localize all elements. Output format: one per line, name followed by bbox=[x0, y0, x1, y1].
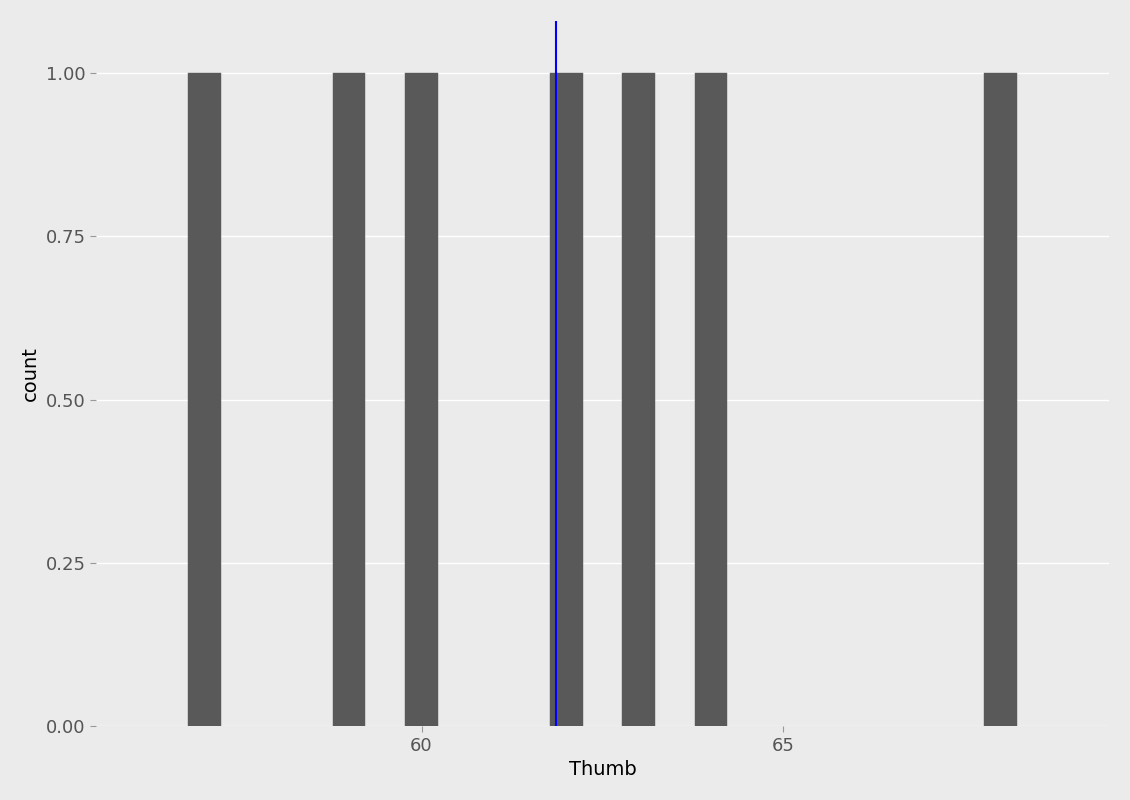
Bar bbox=[695, 73, 728, 726]
Bar bbox=[550, 73, 583, 726]
X-axis label: Thumb: Thumb bbox=[568, 760, 636, 779]
Bar bbox=[623, 73, 655, 726]
Bar bbox=[333, 73, 365, 726]
Bar bbox=[984, 73, 1017, 726]
Bar bbox=[406, 73, 437, 726]
Bar bbox=[188, 73, 220, 726]
Y-axis label: count: count bbox=[20, 346, 40, 401]
